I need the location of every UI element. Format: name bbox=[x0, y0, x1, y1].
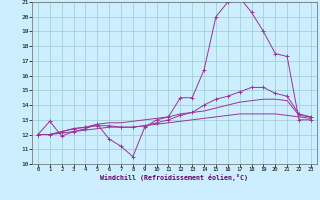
X-axis label: Windchill (Refroidissement éolien,°C): Windchill (Refroidissement éolien,°C) bbox=[100, 174, 248, 181]
